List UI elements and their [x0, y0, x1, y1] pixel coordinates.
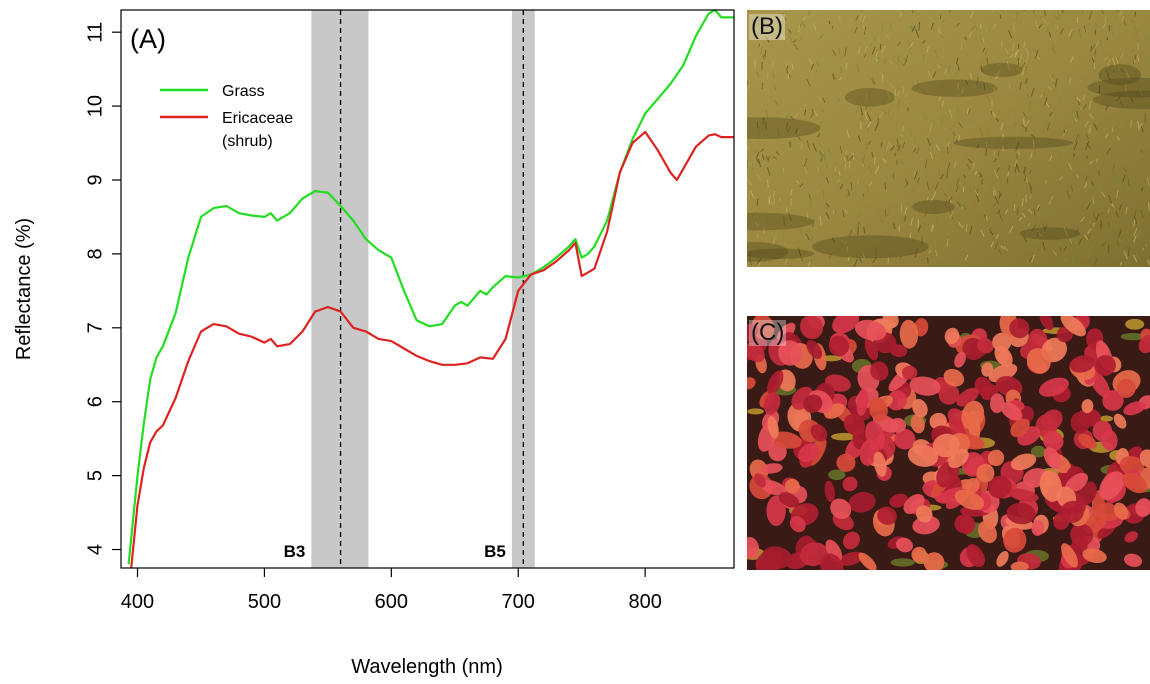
y-axis-ticks: 4 5 6 7 8 9 10 11 — [84, 22, 121, 555]
legend-label-grass: Grass — [222, 83, 265, 100]
x-tick-label-700: 700 — [502, 591, 535, 613]
grass-photo: (B) — [747, 10, 1150, 267]
grass-photo-image — [747, 10, 1150, 267]
series-line-ericaceae — [130, 130, 734, 569]
series-layer — [127, 8, 734, 569]
legend-label-ericaceae: Ericaceae — [222, 110, 293, 127]
spectral-chart: B3 B5 400 500 600 700 800 4 5 6 7 8 9 10 11 (A) Gras… — [13, 8, 735, 678]
y-tick-label-9: 9 — [84, 174, 106, 185]
plot-frame — [120, 9, 735, 569]
legend: Grass Ericaceae (shrub) — [160, 83, 293, 150]
y-tick-label-8: 8 — [84, 248, 106, 259]
shrub-photo: (C) — [747, 316, 1150, 570]
band-layer: B3 B5 — [284, 10, 535, 568]
shrub-photo-image — [747, 316, 1150, 570]
y-axis-label: Reflectance (%) — [13, 218, 35, 360]
y-tick-label-10: 10 — [84, 95, 106, 117]
band-label-b5: B5 — [484, 542, 506, 561]
y-tick-label-5: 5 — [84, 470, 106, 481]
legend-label-ericaceae-line2: (shrub) — [222, 133, 273, 150]
y-tick-label-11: 11 — [84, 22, 106, 43]
panel-label: (A) — [130, 24, 166, 54]
series-line-grass — [127, 8, 734, 565]
x-axis-ticks: 400 500 600 700 800 — [121, 568, 662, 613]
y-tick-label-6: 6 — [84, 396, 106, 407]
y-tick-label-4: 4 — [84, 544, 106, 555]
x-axis-label: Wavelength (nm) — [351, 656, 503, 678]
y-tick-label-7: 7 — [84, 322, 106, 333]
panel-c-label: (C) — [749, 319, 787, 346]
panel-b-label: (B) — [749, 13, 785, 40]
band-label-b3: B3 — [284, 542, 306, 561]
x-tick-label-800: 800 — [628, 591, 661, 613]
x-tick-label-400: 400 — [121, 591, 154, 613]
x-tick-label-500: 500 — [248, 591, 281, 613]
x-tick-label-600: 600 — [375, 591, 408, 613]
